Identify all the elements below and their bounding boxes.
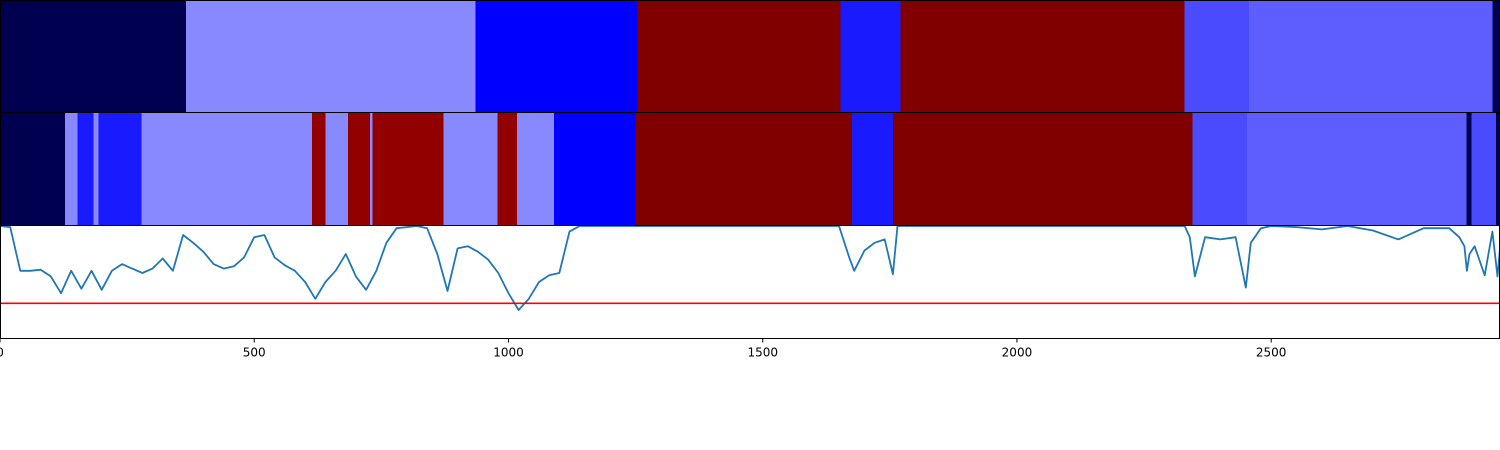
bottom-bar-segment-0 — [0, 113, 66, 225]
top-bar-segment-8 — [1492, 1, 1500, 112]
line-plot-background — [0, 226, 1500, 338]
bottom-bar-segment-4 — [98, 113, 142, 225]
bottom-bar-segment-7 — [325, 113, 348, 225]
bottom-bar-segment-3 — [93, 113, 99, 225]
bottom-bar-segment-9 — [370, 113, 373, 225]
x-tick-label: 1000 — [493, 346, 524, 360]
x-tick-label: 500 — [243, 346, 266, 360]
bottom-bar-segment-8 — [347, 113, 371, 225]
bottom-bar-segment-22 — [1495, 113, 1500, 225]
top-bar-segment-1 — [186, 1, 476, 112]
bottom-bar-segment-2 — [77, 113, 94, 225]
bottom-bar-segment-20 — [1466, 113, 1472, 225]
line-plot-panel — [0, 226, 1500, 338]
x-tick-label: 1500 — [747, 346, 778, 360]
line-series — [0, 226, 1500, 311]
bottom-bar-segment-15 — [635, 113, 853, 225]
bottom-bar-segment-21 — [1471, 113, 1496, 225]
x-axis: 0 500 1000 1500 2000 2500 — [0, 338, 1287, 360]
bottom-bar-segment-13 — [517, 113, 555, 225]
bottom-bar-segment-16 — [852, 113, 893, 225]
top-bar-segment-0 — [0, 1, 187, 112]
bottom-bar-segment-12 — [497, 113, 518, 225]
segment-bar-top — [0, 1, 1500, 112]
x-tick-label: 2000 — [1002, 346, 1033, 360]
top-bar-segment-2 — [475, 1, 638, 112]
segment-bar-bottom — [0, 113, 1500, 225]
x-tick-label: 2500 — [1256, 346, 1287, 360]
bottom-bar-segment-10 — [372, 113, 444, 225]
top-bar-segment-5 — [900, 1, 1185, 112]
bottom-bar-segment-11 — [443, 113, 498, 225]
top-bar-segment-3 — [637, 1, 841, 112]
bottom-bar-segment-18 — [1192, 113, 1247, 225]
top-bar-segment-6 — [1184, 1, 1249, 112]
top-bar-segment-4 — [840, 1, 901, 112]
bottom-bar-segment-1 — [65, 113, 78, 225]
bottom-bar-segment-17 — [892, 113, 1193, 225]
bottom-bar-segment-5 — [141, 113, 313, 225]
bottom-bar-segment-6 — [312, 113, 326, 225]
x-tick-label: 0 — [0, 346, 4, 360]
bottom-bar-segment-14 — [554, 113, 636, 225]
bottom-bar-segment-19 — [1246, 113, 1467, 225]
top-bar-segment-7 — [1248, 1, 1493, 112]
